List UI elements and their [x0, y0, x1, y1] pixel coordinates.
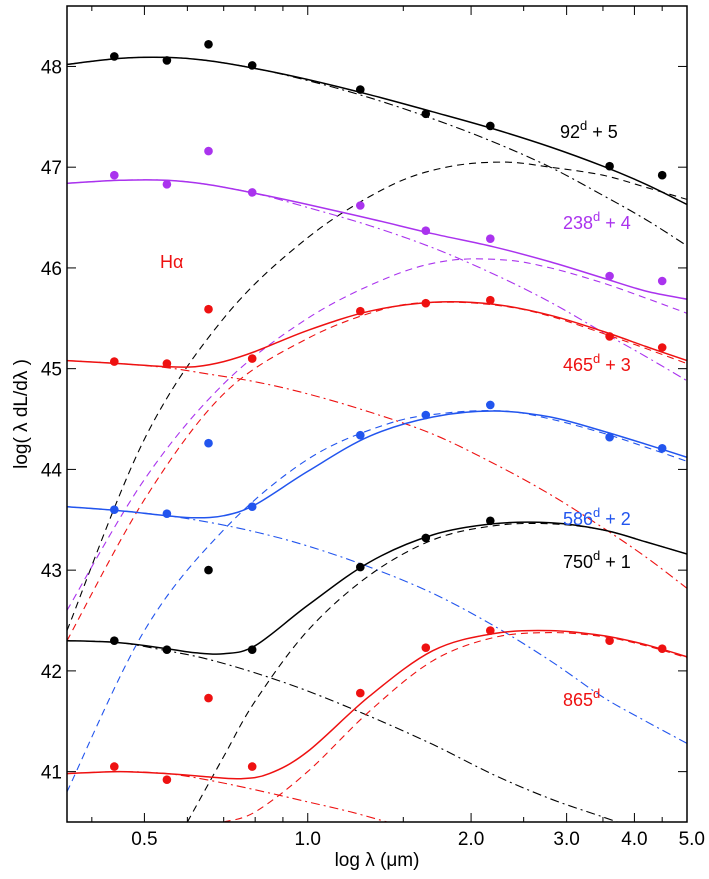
- series-label-238d-4: 238d + 4: [563, 209, 631, 233]
- series-865d-point: [486, 626, 495, 635]
- series-865d-total-curve: [67, 629, 687, 780]
- x-tick-label: 3.0: [553, 829, 579, 850]
- series-92d-5-point: [204, 40, 213, 49]
- series-labels: 92d + 5 238d + 4 465d + 3 586d + 2 750d + 1 8…: [560, 118, 631, 710]
- axis-ticks: [67, 6, 688, 822]
- series-238d-4-point: [356, 201, 365, 210]
- series-238d-4-point: [657, 276, 667, 286]
- data-points: [110, 40, 667, 784]
- series-92d-5-point: [247, 61, 257, 70]
- x-tick-label: 0.5: [131, 829, 157, 850]
- series-238d-4-point: [605, 271, 614, 281]
- series-750d-1-point: [162, 645, 172, 654]
- series-465d-3-point: [657, 343, 667, 352]
- series-label-92d-5: 92d + 5: [560, 118, 618, 142]
- series-92d-5-dust-curve: [67, 161, 687, 631]
- series-865d-point: [421, 643, 431, 652]
- series-865d-point: [605, 636, 614, 645]
- series-750d-1-point: [247, 645, 257, 654]
- series-465d-3-total-curve: [67, 300, 687, 368]
- series-750d-1-point: [486, 516, 495, 526]
- series-586d-2-point: [486, 400, 495, 410]
- series-92d-5-point: [486, 121, 495, 131]
- series-label-865d: 865d: [563, 686, 600, 710]
- series-465d-3-point: [605, 332, 614, 341]
- series-465d-3-point: [421, 298, 431, 308]
- series-92d-5-point: [356, 85, 365, 94]
- y-tick-label: 42: [41, 662, 62, 683]
- series-586d-2-dust-curve: [67, 410, 687, 793]
- series-586d-2-point: [247, 502, 257, 512]
- series-465d-3-point: [486, 295, 495, 305]
- y-tick-label: 46: [41, 259, 62, 280]
- series-label-750d-1: 750d + 1: [563, 548, 631, 572]
- series-238d-4-dust-curve: [67, 258, 687, 611]
- series-865d-point: [204, 693, 213, 703]
- series-750d-1-point: [110, 636, 119, 645]
- y-tick-label: 43: [41, 561, 62, 582]
- series-92d-5-point: [110, 52, 119, 61]
- series-238d-4-point: [110, 170, 119, 180]
- series-865d-point: [162, 775, 172, 784]
- series-465d-3-point: [110, 357, 119, 366]
- y-tick-label: 45: [41, 360, 62, 381]
- plot-frame: [66, 5, 688, 823]
- series-586d-2-point: [162, 509, 172, 518]
- y-axis-title: log( λ dL/dλ ): [11, 359, 32, 469]
- series-586d-2-point: [110, 505, 119, 514]
- series-label-465d-3: 465d + 3: [563, 351, 631, 375]
- series-238d-4-point: [204, 146, 213, 156]
- series-238d-4-point: [247, 188, 257, 197]
- series-238d-4-point: [162, 180, 172, 189]
- series-238d-4-point: [421, 226, 431, 235]
- series-586d-2-total-curve: [67, 410, 687, 519]
- series-865d-dust-curve: [223, 632, 687, 822]
- series-750d-1-point: [356, 562, 365, 572]
- series-586d-2-point: [204, 438, 213, 448]
- y-tick-label: 47: [41, 158, 62, 179]
- series-865d-point: [247, 762, 257, 771]
- series-586d-2-point: [421, 410, 431, 420]
- series-586d-2-point: [605, 432, 614, 442]
- x-tick-label: 2.0: [458, 829, 484, 850]
- series-465d-3-point: [247, 354, 257, 363]
- series-865d-point: [356, 688, 365, 698]
- series-750d-1-point: [421, 533, 431, 543]
- series-label-586d-2: 586d + 2: [563, 505, 631, 529]
- tick-labels: 0.5 1.0 2.0 3.0 4.0 5.0 41 42 43 44 45 46 47 48: [41, 57, 705, 850]
- halpha-label: Hα: [160, 252, 183, 272]
- series-750d-1-point: [204, 565, 213, 575]
- y-tick-label: 48: [41, 57, 62, 78]
- series-92d-5-point: [605, 161, 614, 171]
- x-tick-label: 5.0: [679, 829, 705, 850]
- series-465d-3-point: [162, 359, 172, 368]
- x-tick-label: 4.0: [621, 829, 647, 850]
- series-586d-2-point: [657, 444, 667, 453]
- series-865d-point: [657, 644, 667, 653]
- series-92d-5-point: [162, 56, 172, 65]
- series-586d-2-point: [356, 430, 365, 440]
- series-92d-5-point: [657, 170, 667, 180]
- series-465d-3-point: [204, 304, 213, 314]
- y-tick-label: 44: [41, 460, 63, 481]
- series-865d-point: [110, 762, 119, 771]
- x-axis-title: log λ (μm): [335, 850, 420, 871]
- x-tick-label: 1.0: [295, 829, 321, 850]
- series-92d-5-point: [421, 109, 431, 119]
- series-750d-1-total-curve: [67, 521, 687, 655]
- series-238d-4-point: [486, 234, 495, 243]
- series-465d-3-point: [356, 306, 365, 316]
- y-tick-label: 41: [41, 763, 62, 784]
